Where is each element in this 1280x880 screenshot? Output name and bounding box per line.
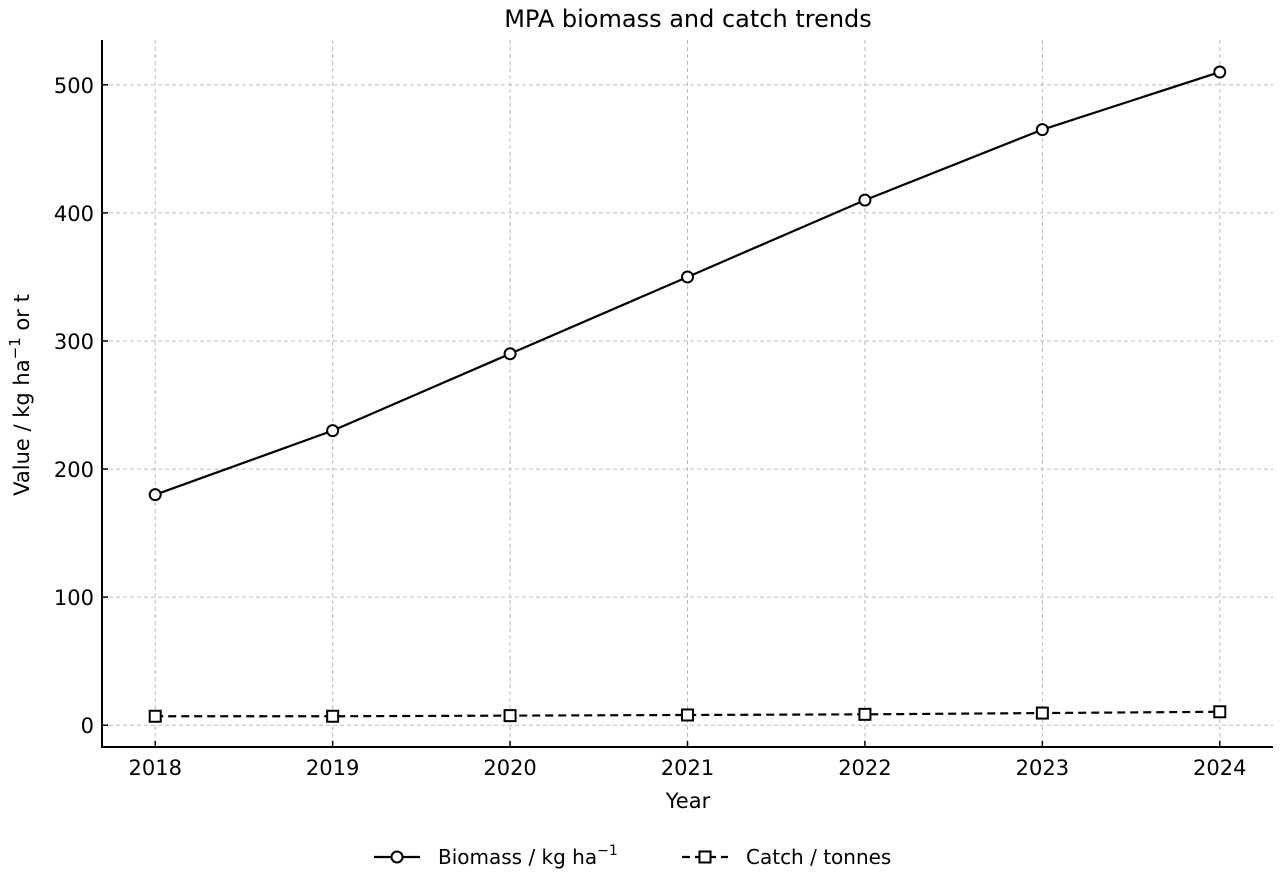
data-point bbox=[503, 347, 517, 361]
x-tick-label: 2024 bbox=[1193, 756, 1246, 780]
legend-label-2: Catch / tonnes bbox=[746, 845, 891, 869]
y-axis-label: Value / kg ha−1 or t bbox=[6, 294, 34, 496]
x-tick-label: 2020 bbox=[483, 756, 536, 780]
y-tick-label: 500 bbox=[54, 74, 94, 98]
data-point bbox=[326, 709, 340, 723]
legend-label-1: Biomass / kg ha−1 bbox=[438, 843, 618, 869]
y-tick-label: 0 bbox=[81, 714, 94, 738]
legend-marker-square bbox=[698, 850, 712, 864]
legend-marker-circle bbox=[390, 850, 404, 864]
y-tick-label: 400 bbox=[54, 202, 94, 226]
data-point bbox=[681, 708, 694, 722]
data-point bbox=[858, 193, 872, 207]
chart-title: MPA biomass and catch trends bbox=[504, 5, 872, 33]
data-point bbox=[1035, 706, 1049, 720]
data-point bbox=[1213, 65, 1227, 79]
x-tick-label: 2022 bbox=[838, 756, 891, 780]
y-tick-label: 300 bbox=[54, 330, 94, 354]
x-axis-label: Year bbox=[665, 789, 711, 813]
data-point bbox=[503, 709, 517, 723]
x-tick-label: 2018 bbox=[129, 756, 182, 780]
data-point bbox=[1213, 705, 1227, 719]
data-point bbox=[1035, 123, 1049, 137]
x-tick-label: 2021 bbox=[661, 756, 714, 780]
data-point bbox=[681, 270, 694, 284]
data-point bbox=[326, 424, 340, 438]
legend: Biomass / kg ha−1 Catch / tonnes bbox=[374, 843, 891, 869]
data-point bbox=[148, 488, 162, 502]
x-tick-label: 2023 bbox=[1016, 756, 1069, 780]
y-tick-label: 200 bbox=[54, 458, 94, 482]
data-point bbox=[858, 707, 872, 721]
x-tick-label: 2019 bbox=[306, 756, 359, 780]
data-point bbox=[148, 709, 162, 723]
y-tick-label: 100 bbox=[54, 586, 94, 610]
